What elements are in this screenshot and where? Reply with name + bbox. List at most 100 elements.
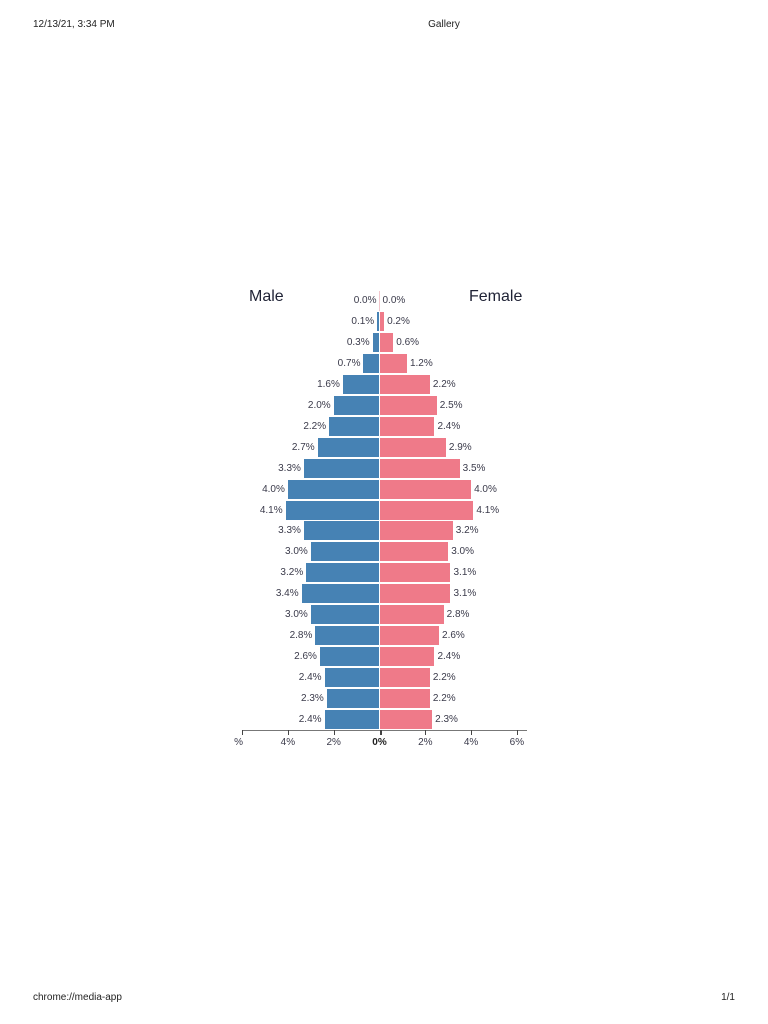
- female-bar: [379, 563, 451, 584]
- female-bar: [379, 479, 472, 500]
- male-value-label: 2.0%: [307, 399, 331, 411]
- male-value-label: 3.2%: [280, 567, 304, 579]
- female-value-label: 2.6%: [442, 630, 465, 642]
- x-tick: [333, 730, 335, 735]
- x-tick-label: 2%: [418, 737, 433, 748]
- female-value-label: 0.6%: [396, 336, 420, 348]
- print-date: 12/13/21, 3:34 PM: [33, 19, 115, 30]
- male-value-label: 3.0%: [285, 546, 308, 558]
- female-title: Female: [469, 288, 523, 305]
- female-value-label: 2.9%: [448, 441, 472, 453]
- x-tick: [379, 730, 382, 735]
- female-value-label: 2.2%: [432, 378, 456, 390]
- male-value-label: 2.6%: [294, 651, 317, 663]
- female-bar: [379, 500, 474, 521]
- female-bar: [379, 311, 385, 332]
- female-bar: [379, 437, 446, 458]
- male-bar: [317, 437, 380, 458]
- male-bar: [303, 521, 380, 542]
- female-value-label: 4.0%: [474, 483, 497, 495]
- male-bar: [310, 605, 380, 626]
- male-bar: [301, 584, 380, 605]
- male-value-label: 2.4%: [298, 714, 322, 725]
- female-value-label: 0.0%: [382, 295, 406, 306]
- print-url: chrome://media-app: [33, 992, 122, 1003]
- x-tick-label: 2%: [326, 737, 341, 748]
- female-bar: [379, 395, 437, 416]
- female-value-label: 3.1%: [453, 588, 477, 600]
- male-bar: [326, 689, 380, 710]
- male-bar: [333, 395, 380, 416]
- male-value-label: 2.4%: [298, 672, 322, 684]
- male-value-label: 3.0%: [285, 609, 308, 621]
- male-bar: [287, 479, 380, 500]
- female-bar: [379, 542, 449, 563]
- female-value-label: 0.2%: [387, 315, 410, 327]
- female-value-label: 2.2%: [432, 693, 456, 705]
- female-bar: [379, 668, 430, 689]
- center-line: [379, 291, 380, 311]
- x-tick: [471, 730, 473, 735]
- female-value-label: 2.5%: [439, 399, 463, 411]
- female-bar: [379, 710, 433, 730]
- male-value-label: 2.3%: [301, 693, 324, 705]
- female-value-label: 3.2%: [455, 525, 479, 537]
- female-value-label: 4.1%: [476, 504, 500, 516]
- male-bar: [324, 710, 380, 730]
- female-value-label: 1.2%: [409, 357, 433, 369]
- female-value-label: 2.4%: [437, 420, 461, 432]
- male-bar: [315, 626, 380, 647]
- print-page-number: 1/1: [721, 992, 735, 1003]
- x-tick: [242, 730, 244, 735]
- x-tick: [516, 730, 518, 735]
- male-bar: [363, 353, 380, 374]
- x-tick-label: %: [234, 737, 243, 748]
- x-tick-label: 0%: [372, 737, 387, 748]
- male-value-label: 3.4%: [275, 588, 299, 600]
- female-bar: [379, 416, 435, 437]
- x-tick: [287, 730, 289, 735]
- male-title: Male: [249, 288, 284, 305]
- female-bar: [379, 374, 430, 395]
- female-bar: [379, 626, 440, 647]
- female-bar: [379, 332, 394, 353]
- female-bar: [379, 689, 430, 710]
- x-tick-label: 6%: [509, 737, 525, 748]
- x-tick-label: 4%: [463, 737, 479, 748]
- male-value-label: 3.3%: [278, 525, 301, 537]
- male-value-label: 4.1%: [259, 504, 283, 516]
- female-value-label: 2.3%: [435, 714, 458, 725]
- male-bar: [306, 563, 380, 584]
- female-value-label: 3.0%: [451, 546, 474, 558]
- x-tick: [425, 730, 427, 735]
- female-value-label: 2.8%: [446, 609, 470, 621]
- female-bar: [379, 458, 460, 479]
- male-value-label: 0.3%: [346, 336, 370, 348]
- male-value-label: 1.6%: [317, 378, 340, 390]
- x-axis: [243, 730, 527, 731]
- male-value-label: 0.1%: [351, 315, 375, 327]
- male-bar: [310, 542, 380, 563]
- male-bar: [329, 416, 380, 437]
- female-value-label: 2.2%: [432, 672, 456, 684]
- male-value-label: 2.7%: [291, 441, 315, 453]
- male-value-label: 3.3%: [278, 462, 301, 474]
- male-bar: [377, 311, 380, 332]
- female-bar: [379, 605, 444, 626]
- male-value-label: 2.8%: [289, 630, 313, 642]
- female-value-label: 3.1%: [453, 567, 477, 579]
- female-bar: [379, 353, 407, 374]
- female-bar: [379, 584, 451, 605]
- male-value-label: 0.7%: [337, 357, 361, 369]
- male-value-label: 0.0%: [353, 295, 377, 306]
- male-bar: [372, 332, 380, 353]
- female-bar: [379, 647, 435, 668]
- female-value-label: 3.5%: [462, 462, 486, 474]
- x-tick-label: 4%: [280, 737, 296, 748]
- female-value-label: 2.4%: [437, 651, 461, 663]
- male-bar: [303, 458, 380, 479]
- male-value-label: 2.2%: [303, 420, 327, 432]
- male-value-label: 4.0%: [262, 483, 285, 495]
- male-bar: [285, 500, 380, 521]
